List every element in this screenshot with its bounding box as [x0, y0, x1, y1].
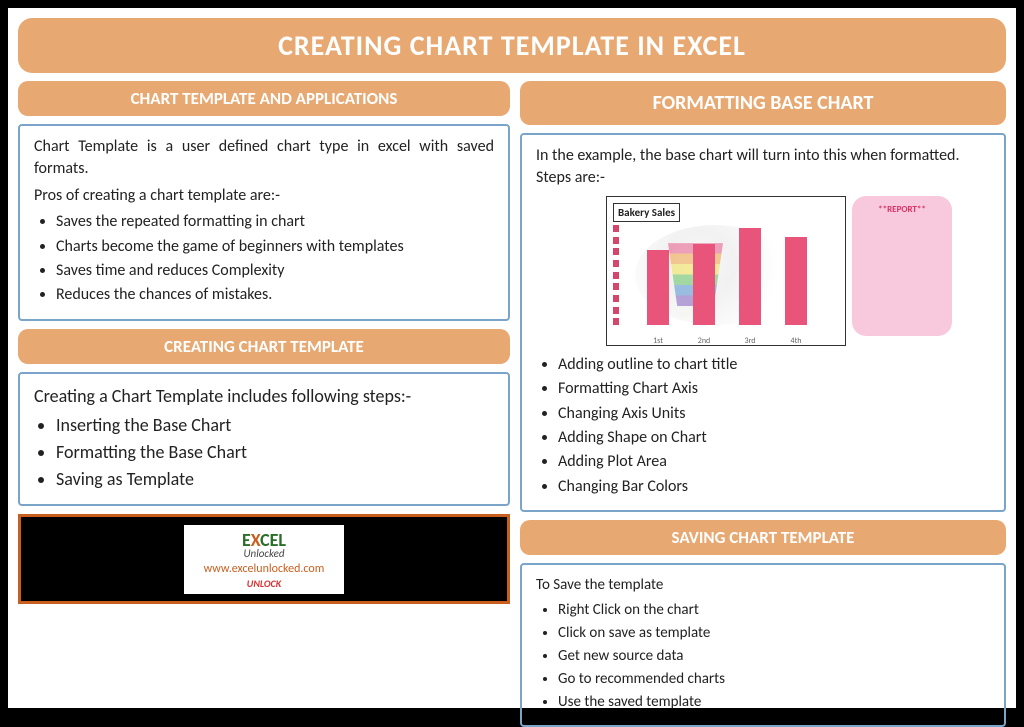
section-header-creating: CREATING CHART TEMPLATE [18, 329, 510, 364]
x-label: 1st [647, 336, 669, 347]
list-item: Use the saved template [558, 692, 990, 713]
saving-list: Right Click on the chart Click on save a… [536, 600, 990, 713]
list-item: Click on save as template [558, 623, 990, 644]
list-item: Reduces the chances of mistakes. [56, 284, 494, 306]
list-item: Adding outline to chart title [558, 354, 990, 376]
applications-intro2: Pros of creating a chart template are:- [34, 185, 494, 207]
bar-2 [693, 244, 715, 325]
list-item: Adding Shape on Chart [558, 427, 990, 449]
saving-box: To Save the template Right Click on the … [520, 563, 1006, 727]
list-item: Formatting the Base Chart [56, 440, 494, 465]
logo-subtitle: Unlocked [204, 547, 325, 560]
section-header-applications: CHART TEMPLATE AND APPLICATIONS [18, 81, 510, 116]
list-item: Go to recommended charts [558, 669, 990, 690]
creating-list: Inserting the Base Chart Formatting the … [34, 413, 494, 493]
chart-area: 1st 2nd 3rd 4th [613, 225, 839, 335]
page: CREATING CHART TEMPLATE IN EXCEL CHART T… [8, 8, 1016, 708]
section-header-formatting: FORMATTING BASE CHART [520, 81, 1006, 125]
list-item: Saves time and reduces Complexity [56, 260, 494, 282]
y-axis [613, 225, 631, 325]
saving-intro: To Save the template [536, 575, 990, 596]
list-item: Saving as Template [56, 467, 494, 492]
bar-3 [739, 228, 761, 325]
applications-list: Saves the repeated formatting in chart C… [34, 211, 494, 307]
list-item: Get new source data [558, 646, 990, 667]
formatting-box: In the example, the base chart will turn… [520, 133, 1006, 512]
left-column: CHART TEMPLATE AND APPLICATIONS Chart Te… [18, 81, 510, 727]
list-item: Charts become the game of beginners with… [56, 236, 494, 258]
bakery-chart: Bakery Sales [606, 196, 846, 346]
logo-tag: UNLOCK [204, 577, 325, 590]
report-shape: **REPORT** [852, 196, 952, 336]
formatting-list: Adding outline to chart title Formatting… [536, 354, 990, 498]
chart-title: Bakery Sales [613, 203, 680, 222]
chart-wrap: Bakery Sales [536, 196, 990, 346]
section-header-saving: SAVING CHART TEMPLATE [520, 520, 1006, 555]
logo-box: EXCEL Unlocked www.excelunlocked.com UNL… [18, 514, 510, 604]
list-item: Adding Plot Area [558, 451, 990, 473]
creating-intro: Creating a Chart Template includes follo… [34, 384, 494, 409]
applications-intro1: Chart Template is a user defined chart t… [34, 136, 494, 181]
logo-inner: EXCEL Unlocked www.excelunlocked.com UNL… [184, 525, 345, 594]
columns: CHART TEMPLATE AND APPLICATIONS Chart Te… [18, 81, 1006, 727]
creating-box: Creating a Chart Template includes follo… [18, 372, 510, 507]
list-item: Right Click on the chart [558, 600, 990, 621]
bars [633, 225, 833, 325]
x-label: 4th [785, 336, 807, 347]
right-column: FORMATTING BASE CHART In the example, th… [520, 81, 1006, 727]
x-labels: 1st 2nd 3rd 4th [633, 336, 833, 347]
x-label: 2nd [693, 336, 715, 347]
bar-4 [785, 237, 807, 325]
applications-box: Chart Template is a user defined chart t… [18, 124, 510, 321]
list-item: Saves the repeated formatting in chart [56, 211, 494, 233]
formatting-intro: In the example, the base chart will turn… [536, 145, 990, 190]
list-item: Inserting the Base Chart [56, 413, 494, 438]
main-title: CREATING CHART TEMPLATE IN EXCEL [18, 18, 1006, 73]
logo-url: www.excelunlocked.com [204, 562, 325, 576]
list-item: Formatting Chart Axis [558, 378, 990, 400]
list-item: Changing Bar Colors [558, 476, 990, 498]
bar-1 [647, 250, 669, 325]
x-label: 3rd [739, 336, 761, 347]
list-item: Changing Axis Units [558, 403, 990, 425]
